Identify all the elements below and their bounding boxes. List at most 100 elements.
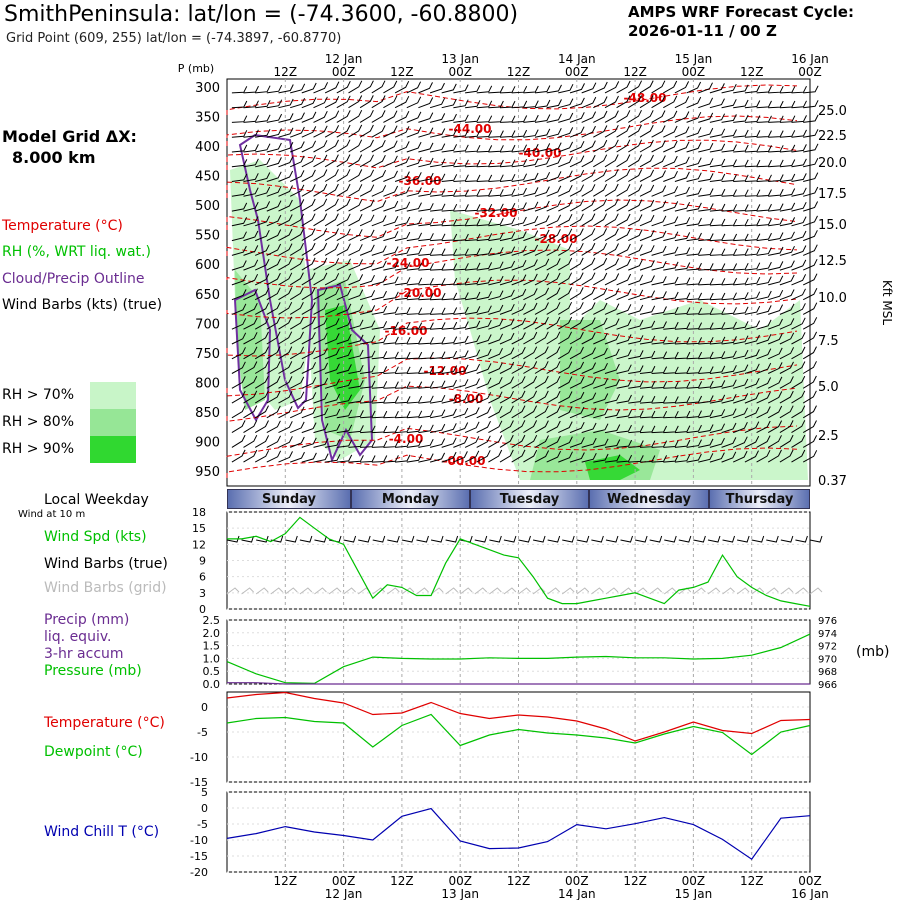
- wind-barb: [569, 361, 585, 374]
- wind-barb: [453, 407, 469, 419]
- wind-barb: [779, 434, 794, 448]
- wind-barb: [499, 434, 514, 448]
- wind-barb: [558, 257, 573, 271]
- wind-barb: [791, 216, 807, 227]
- wind-barb-grid: [663, 587, 677, 595]
- wind-barb: [359, 124, 374, 138]
- wind-barb: [383, 261, 399, 271]
- wind-barb: [336, 379, 352, 389]
- wind-barb: [639, 335, 656, 345]
- top-hour-tick-6: 12Z: [623, 65, 647, 79]
- wind-barb: [558, 272, 573, 286]
- legend-wind-barbs-true: Wind Barbs (true): [44, 556, 168, 572]
- wind-barb: [418, 366, 434, 374]
- wind-barb: [336, 364, 352, 374]
- wind-barb: [593, 154, 608, 168]
- wind-barb: [686, 453, 702, 463]
- wind-barb: [313, 347, 328, 360]
- wind-barb: [418, 263, 434, 271]
- wind-barb: [453, 306, 469, 315]
- wind-barb: [243, 361, 258, 374]
- dewpoint-line: [226, 713, 811, 756]
- wind-barb: [593, 169, 608, 182]
- wind-barb: [791, 317, 806, 330]
- wind-barb: [360, 350, 376, 360]
- wind-barb: [266, 435, 281, 448]
- wind-barb: [616, 139, 631, 153]
- wind-barb-true: [649, 535, 663, 543]
- wind-barb: [243, 332, 258, 345]
- wind-barb: [313, 287, 328, 301]
- wind-barb: [336, 243, 351, 256]
- isotherm-label-4: -32.00: [475, 206, 518, 220]
- wind-barb: [523, 129, 539, 138]
- wind-barb: [639, 350, 656, 360]
- wind-barb: [511, 245, 527, 256]
- wind-barb: [301, 407, 317, 419]
- wind-barb: [289, 213, 305, 227]
- wind-barb: [476, 130, 493, 138]
- wind-barb: [721, 379, 737, 389]
- wind-barb: [698, 218, 714, 227]
- wind-barb: [383, 381, 399, 389]
- wind-barb: [359, 274, 375, 286]
- wind-barb: [301, 437, 317, 448]
- wind-barb: [756, 290, 772, 301]
- wind-barb: [604, 333, 620, 345]
- wind-barb: [523, 346, 538, 360]
- wind-barb: [301, 347, 316, 360]
- wind-barb: [628, 410, 644, 419]
- isotherm-8: [226, 317, 798, 357]
- wind-barb: [383, 125, 398, 138]
- wind-barb: [744, 334, 760, 345]
- wind-barb: [465, 85, 481, 94]
- wind-barb: [289, 287, 304, 301]
- wind-barb: [534, 346, 549, 360]
- wind-barb: [721, 437, 737, 448]
- wind-barb: [430, 292, 446, 301]
- wind-barb: [534, 200, 550, 212]
- legend-precip: Precip (mm): [44, 612, 130, 628]
- wind-barb-grid: [518, 587, 531, 595]
- height-tick-10: 0.37: [818, 474, 847, 489]
- wind-barb: [768, 333, 783, 345]
- wind-barb: [394, 171, 410, 182]
- bottom-hour-tick-8: 12Z: [740, 874, 764, 888]
- wind-barb: [359, 320, 376, 330]
- wind-barb: [651, 155, 666, 168]
- wind-barb: [406, 111, 422, 123]
- wind-barb: [733, 204, 749, 212]
- wind-barb: [429, 97, 446, 109]
- wind-barb: [231, 231, 247, 242]
- wind-barb: [698, 203, 714, 212]
- wind-barb: [628, 395, 644, 404]
- wind-barb: [465, 204, 481, 212]
- wind-barb: [231, 420, 246, 434]
- wind-barb: [476, 174, 493, 182]
- wind-barb: [651, 381, 668, 389]
- wind-barb: [430, 351, 446, 360]
- wind-barb: [674, 292, 691, 301]
- wind-barb: [289, 406, 305, 419]
- isotherm-6: [226, 249, 798, 289]
- wind-barb: [324, 183, 339, 197]
- wind-barb: [733, 233, 749, 242]
- wind-barb: [511, 187, 527, 197]
- wind-barb: [791, 405, 806, 419]
- wind-barb: [803, 100, 819, 109]
- wind-barb: [756, 159, 772, 168]
- wind-barb: [254, 258, 270, 271]
- wind-barb: [278, 113, 294, 123]
- wind-barb: [639, 260, 655, 271]
- wind-barb: [371, 381, 388, 389]
- wind-barb-true: [387, 535, 400, 543]
- wind-barb: [733, 421, 748, 434]
- wind-barb-true: [226, 535, 240, 543]
- wind-barb: [266, 346, 281, 360]
- wind-barb: [266, 99, 283, 109]
- wind-barb: [733, 407, 748, 419]
- windchill-ytick-3: -10: [190, 834, 208, 847]
- top-date-tick-1: 13 Jan: [441, 52, 479, 66]
- wind-barb: [418, 307, 434, 315]
- wind-barb: [628, 380, 644, 389]
